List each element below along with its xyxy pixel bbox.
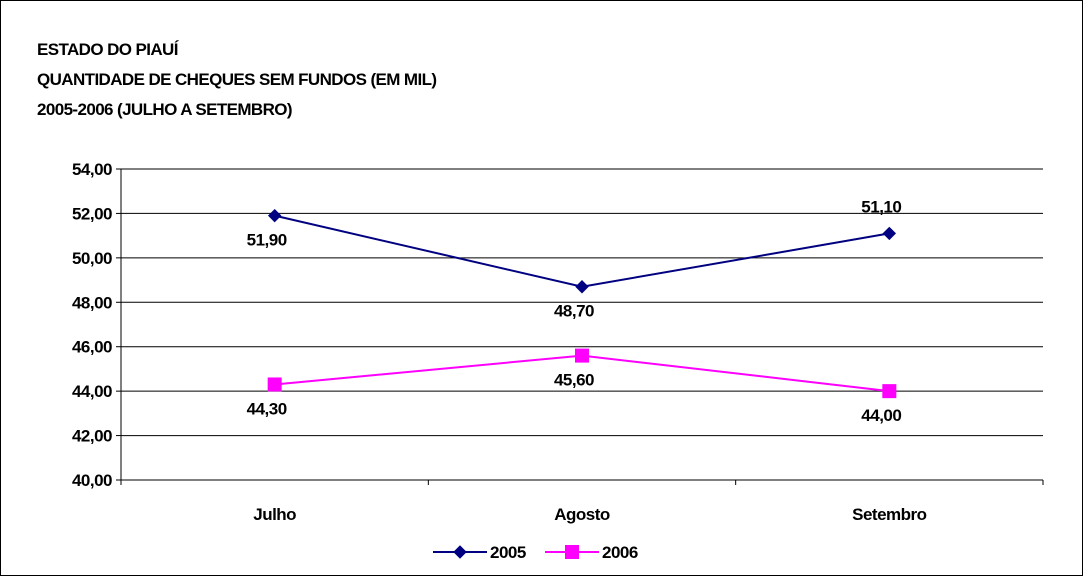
data-point-2006	[267, 377, 282, 392]
data-point-2005	[575, 280, 589, 294]
y-tick-label: 50,00	[72, 249, 112, 268]
data-label-2006: 44,00	[861, 406, 901, 425]
data-point-2005	[267, 208, 282, 223]
data-point-2006	[575, 348, 589, 363]
axes: 40,00 42,00 44,00 46,00 48,00 50,00 52,00 54,00…	[72, 160, 1044, 524]
x-tick-label: Setembro	[852, 505, 927, 524]
legend: 2005 2006	[433, 543, 638, 562]
y-tick-label: 40,00	[72, 471, 112, 490]
title-line-2: QUANTIDADE DE CHEQUES SEM FUNDOS (EM MIL…	[37, 70, 437, 89]
legend-marker-2005	[453, 545, 467, 559]
data-labels: 51,90 48,70 51,10 44,30 45,60 44,00	[247, 197, 902, 425]
title-line-1: ESTADO DO PIAUÍ	[37, 40, 178, 59]
data-label-2006: 45,60	[554, 371, 594, 390]
y-tick-label: 48,00	[72, 293, 112, 312]
data-label-2006: 44,30	[247, 399, 287, 418]
y-tick-label: 54,00	[72, 160, 112, 179]
data-point-2006	[882, 384, 897, 399]
y-tick-label: 42,00	[72, 427, 112, 446]
legend-label-2006: 2006	[602, 543, 638, 562]
series-line-2005	[274, 214, 890, 288]
legend-label-2005: 2005	[490, 543, 526, 562]
title-line-3: 2005-2006 (JULHO A SETEMBRO)	[37, 100, 293, 119]
y-tick-label: 52,00	[72, 204, 112, 223]
data-label-2005: 51,10	[861, 197, 901, 216]
data-point-2005	[882, 226, 897, 241]
legend-marker-2006	[565, 545, 579, 559]
x-tick-label: Julho	[253, 505, 296, 524]
x-tick-label: Agosto	[554, 505, 610, 524]
chart-title: ESTADO DO PIAUÍ QUANTIDADE DE CHEQUES SE…	[37, 35, 437, 125]
series-lines	[267, 208, 897, 399]
y-tick-label: 46,00	[72, 338, 112, 357]
y-tick-label: 44,00	[72, 382, 112, 401]
data-label-2005: 51,90	[247, 231, 287, 250]
data-label-2005: 48,70	[554, 302, 594, 321]
